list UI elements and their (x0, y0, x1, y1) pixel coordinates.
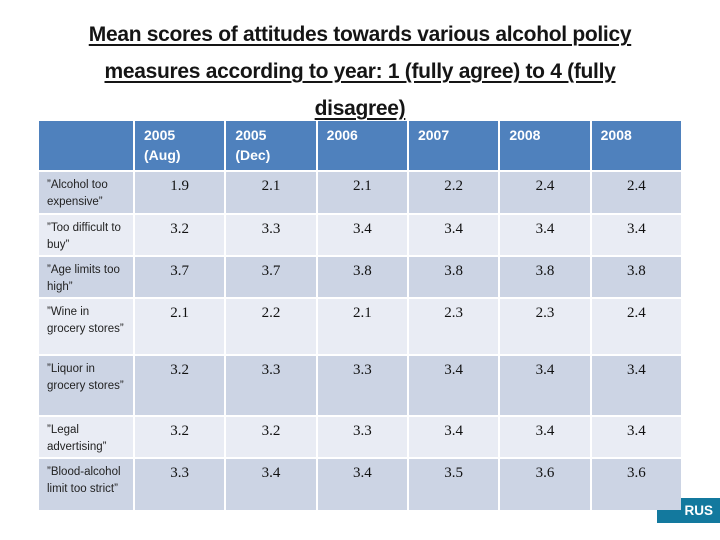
cell-value: 3.8 (500, 257, 590, 297)
cell-value: 2.3 (408, 299, 499, 354)
cell-value: 2.3 (500, 299, 590, 354)
table-header-row: 2005 (Aug) 2005 (Dec) 2006 2007 2008 200… (39, 121, 681, 170)
cell-value: 3.6 (500, 459, 590, 510)
cell-value: 3.3 (317, 417, 407, 457)
table-row: ”Age limits too high” 3.7 3.7 3.8 3.8 3.… (39, 257, 681, 297)
cell-value: 2.1 (317, 299, 407, 354)
cell-value: 3.2 (135, 417, 225, 457)
cell-value: 2.4 (591, 299, 681, 354)
cell-value: 3.4 (500, 356, 590, 415)
cell-value: 2.1 (317, 172, 407, 213)
cell-value: 3.4 (500, 417, 590, 457)
cell-value: 2.4 (500, 172, 590, 213)
cell-value: 3.4 (591, 417, 681, 457)
cell-value: 3.2 (135, 356, 225, 415)
header-cell-2008-b: 2008 (591, 121, 681, 170)
table-row: ”Alcohol too expensive” 1.9 2.1 2.1 2.2 … (39, 172, 681, 213)
header-cell-2007: 2007 (408, 121, 499, 170)
header-cell-empty (39, 121, 133, 170)
table-row: ”Too difficult to buy” 3.2 3.3 3.4 3.4 3… (39, 215, 681, 255)
cell-value: 3.3 (135, 459, 225, 510)
cell-value: 3.4 (408, 417, 499, 457)
title-line-1: Mean scores of attitudes towards various… (88, 23, 632, 46)
title-line-2: measures according to year: 1 (fully agr… (104, 60, 616, 83)
cell-value: 3.3 (226, 356, 316, 415)
row-label-alcohol-too-expensive: ”Alcohol too expensive” (39, 172, 133, 213)
row-label-age-limits-too-high: ”Age limits too high” (39, 257, 133, 297)
cell-value: 1.9 (135, 172, 225, 213)
title-line-3: disagree) (314, 97, 406, 120)
cell-value: 3.4 (591, 215, 681, 255)
cell-value: 3.4 (317, 459, 407, 510)
cell-value: 3.4 (408, 356, 499, 415)
cell-value: 2.2 (408, 172, 499, 213)
cell-value: 3.8 (317, 257, 407, 297)
header-cell-2008-a: 2008 (500, 121, 590, 170)
scores-table: 2005 (Aug) 2005 (Dec) 2006 2007 2008 200… (37, 119, 683, 512)
cell-value: 3.7 (226, 257, 316, 297)
row-label-liquor-in-grocery-stores: ”Liquor in grocery stores” (39, 356, 133, 415)
cell-value: 3.4 (500, 215, 590, 255)
row-label-too-difficult-to-buy: ”Too difficult to buy” (39, 215, 133, 255)
cell-value: 3.8 (408, 257, 499, 297)
cell-value: 3.4 (408, 215, 499, 255)
row-label-blood-alcohol-limit-too-strict: ”Blood-alcohol limit too strict” (39, 459, 133, 510)
cell-value: 3.4 (591, 356, 681, 415)
slide-title: Mean scores of attitudes towards various… (20, 16, 700, 127)
cell-value: 2.1 (226, 172, 316, 213)
cell-value: 3.2 (226, 417, 316, 457)
cell-value: 3.3 (226, 215, 316, 255)
row-label-wine-in-grocery-stores: ”Wine in grocery stores” (39, 299, 133, 354)
header-cell-2005-dec: 2005 (Dec) (226, 121, 316, 170)
cell-value: 2.2 (226, 299, 316, 354)
cell-value: 3.6 (591, 459, 681, 510)
cell-value: 3.8 (591, 257, 681, 297)
table-row: ”Wine in grocery stores” 2.1 2.2 2.1 2.3… (39, 299, 681, 354)
cell-value: 2.1 (135, 299, 225, 354)
cell-value: 3.5 (408, 459, 499, 510)
cell-value: 3.4 (226, 459, 316, 510)
header-cell-2006: 2006 (317, 121, 407, 170)
cell-value: 3.3 (317, 356, 407, 415)
row-label-legal-advertising: ”Legal advertising” (39, 417, 133, 457)
table-row: ”Blood-alcohol limit too strict” 3.3 3.4… (39, 459, 681, 510)
cell-value: 2.4 (591, 172, 681, 213)
table-row: ”Liquor in grocery stores” 3.2 3.3 3.3 3… (39, 356, 681, 415)
country-badge: RUS (657, 498, 720, 523)
cell-value: 3.4 (317, 215, 407, 255)
cell-value: 3.7 (135, 257, 225, 297)
table-row: ”Legal advertising” 3.2 3.2 3.3 3.4 3.4 … (39, 417, 681, 457)
header-cell-2005-aug: 2005 (Aug) (135, 121, 225, 170)
cell-value: 3.2 (135, 215, 225, 255)
